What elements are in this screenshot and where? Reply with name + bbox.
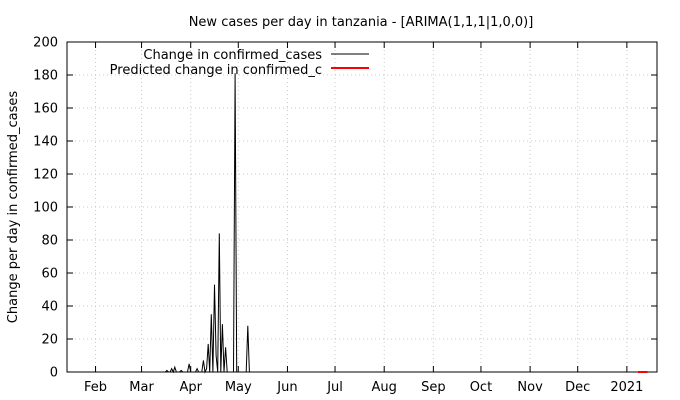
y-tick-label: 100 (33, 201, 58, 216)
y-tick-label: 80 (41, 234, 58, 249)
legend-label-0: Change in confirmed_cases (143, 48, 322, 63)
y-tick-label: 140 (33, 135, 58, 150)
y-tick-label: 200 (33, 36, 58, 51)
x-tick-label: Sep (421, 380, 446, 395)
x-tick-label: Jun (276, 380, 297, 395)
y-tick-label: 180 (33, 69, 58, 84)
series-lines (164, 73, 648, 374)
x-tick-label: Aug (372, 380, 397, 395)
y-tick-label: 160 (33, 102, 58, 117)
y-tick-label: 40 (41, 300, 58, 315)
y-tick-label: 0 (50, 366, 58, 381)
x-tick-label: 2021 (610, 380, 643, 395)
x-tick-label: Feb (84, 380, 107, 395)
y-tick-label: 120 (33, 168, 58, 183)
legend: Change in confirmed_cases Predicted chan… (110, 48, 369, 78)
y-tick-label: 20 (41, 333, 58, 348)
x-tick-label: Dec (565, 380, 590, 395)
x-tick-label: Mar (129, 380, 154, 395)
chart-title: New cases per day in tanzania - [ARIMA(1… (189, 15, 534, 30)
x-tick-label: Nov (517, 380, 543, 395)
series-line-0 (164, 73, 637, 374)
x-tick-label: Jul (326, 380, 343, 395)
x-tick-label: Apr (179, 380, 202, 395)
x-tick-label: May (225, 380, 252, 395)
legend-label-1: Predicted change in confirmed_c (110, 63, 322, 78)
x-tick-label: Oct (470, 380, 492, 395)
y-axis-label: Change per day in confirmed_cases (6, 91, 21, 324)
grid (67, 42, 657, 372)
axis-ticks: 0 20 40 60 80 100 120 140 160 180 200 Feb Mar Apr May J… (33, 36, 657, 395)
y-tick-label: 60 (41, 267, 58, 282)
